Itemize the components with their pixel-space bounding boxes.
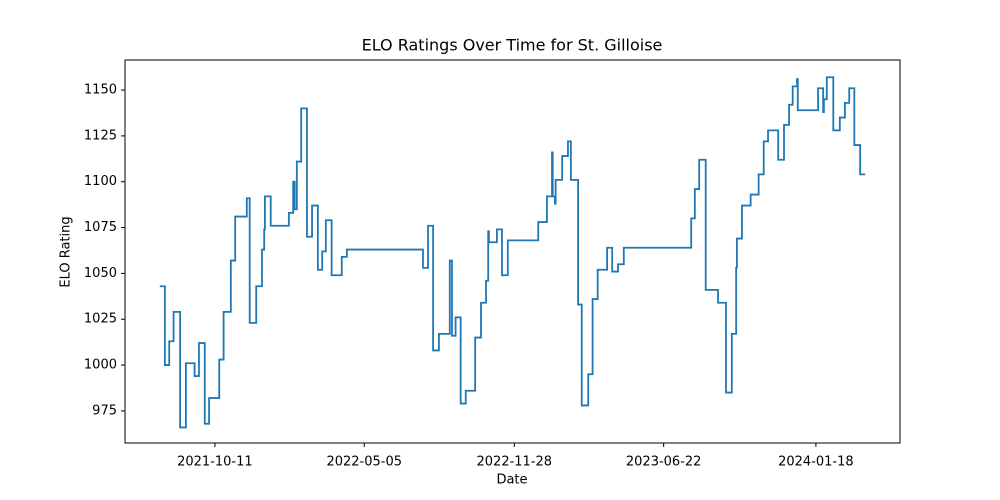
- x-tick-label: 2021-10-11: [177, 455, 253, 470]
- y-tick-label: 1150: [84, 83, 117, 98]
- y-tick-label: 1125: [84, 128, 117, 143]
- plot-frame: [124, 59, 901, 444]
- y-tick-label: 1075: [84, 220, 117, 235]
- x-tick-label: 2024-01-18: [778, 455, 854, 470]
- y-tick-label: 975: [92, 403, 117, 418]
- y-tick-label: 1050: [84, 266, 117, 281]
- y-tick-label: 1100: [84, 174, 117, 189]
- y-tick-label: 1000: [84, 358, 117, 373]
- data-line: [159, 76, 866, 429]
- y-axis-label: ELO Rating: [59, 216, 74, 287]
- x-tick-label: 2023-06-22: [626, 455, 702, 470]
- x-tick-label: 2022-11-28: [477, 455, 553, 470]
- x-tick-label: 2022-05-05: [326, 455, 402, 470]
- chart-title: ELO Ratings Over Time for St. Gilloise: [362, 36, 663, 55]
- x-axis-label: Date: [496, 473, 527, 488]
- y-tick-label: 1025: [84, 312, 117, 327]
